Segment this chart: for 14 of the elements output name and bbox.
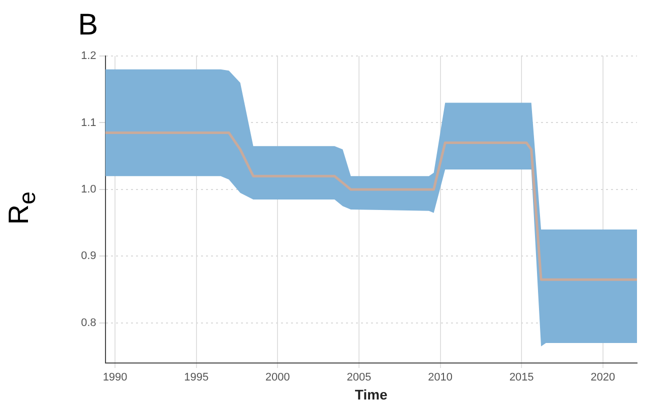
x-tick-label: 2000 bbox=[265, 372, 290, 384]
y-tick-label: 1.0 bbox=[80, 184, 96, 196]
y-tick-label: 0.8 bbox=[80, 316, 96, 329]
x-tick-label: 1990 bbox=[102, 372, 128, 384]
x-tick-label: 2015 bbox=[509, 372, 534, 384]
x-tick-label: 1995 bbox=[184, 372, 209, 384]
y-tick-label: 0.9 bbox=[80, 250, 96, 262]
chart-title: B bbox=[78, 8, 98, 42]
x-axis-title: Time bbox=[354, 386, 388, 402]
x-tick-label: 2005 bbox=[346, 372, 372, 384]
x-tick-label: 2010 bbox=[428, 372, 452, 384]
y-tick-label: 1.2 bbox=[80, 50, 96, 62]
x-tick-label: 2020 bbox=[590, 372, 616, 384]
y-tick-label: 1.1 bbox=[80, 116, 96, 129]
